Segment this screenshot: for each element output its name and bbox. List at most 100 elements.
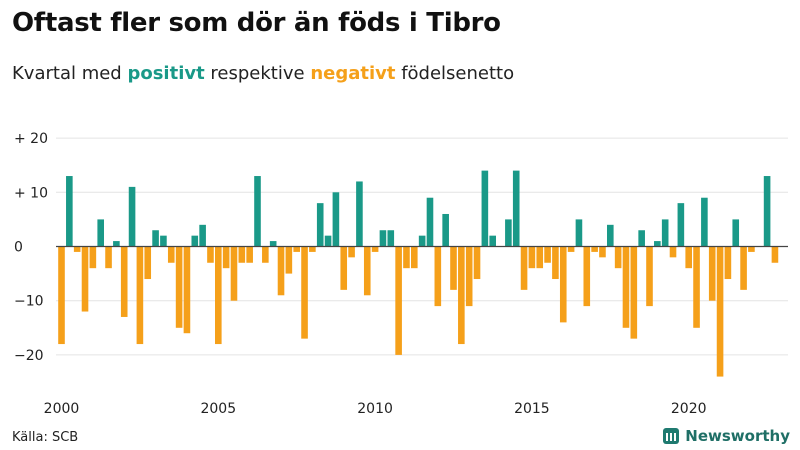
bar: [81, 246, 89, 312]
bar: [152, 230, 159, 247]
y-tick-label: + 10: [14, 185, 48, 201]
newsworthy-logo-icon: [663, 428, 680, 444]
bar: [536, 246, 544, 269]
bar: [771, 246, 779, 263]
bar: [630, 246, 638, 339]
bar: [199, 224, 206, 247]
bar: [654, 241, 661, 247]
bar: [191, 235, 199, 247]
bar: [505, 219, 512, 247]
bar-chart: + 20 + 10 0 −10 −20 2000 2005 2010 2015 2020: [14, 131, 788, 417]
bar: [599, 246, 606, 258]
bar: [465, 246, 473, 307]
brand-name: Newsworthy: [685, 427, 790, 445]
subtitle-text-3: födelsenetto: [395, 63, 515, 84]
bar: [426, 197, 434, 247]
bar: [646, 246, 653, 307]
x-tick-label: 2005: [200, 401, 236, 417]
bar: [254, 176, 261, 247]
bar: [89, 246, 97, 269]
bar: [418, 235, 426, 247]
bar: [622, 246, 630, 328]
chart-bars: [58, 170, 779, 377]
bar: [559, 246, 567, 323]
subtitle-negative: negativt: [310, 63, 396, 84]
x-tick-label: 2020: [671, 401, 707, 417]
bar: [113, 241, 120, 247]
bar: [301, 246, 308, 339]
bar: [160, 235, 167, 247]
x-tick-label: 2010: [357, 401, 393, 417]
bar: [183, 246, 191, 334]
bar: [677, 203, 685, 247]
bar: [583, 246, 591, 307]
bar: [724, 246, 732, 280]
bar: [269, 241, 277, 247]
bar: [740, 246, 747, 290]
bar: [748, 246, 755, 252]
bar: [105, 246, 112, 269]
bar: [661, 219, 669, 247]
bar: [222, 246, 230, 269]
bar: [716, 246, 724, 377]
bar: [395, 246, 402, 355]
bar: [379, 230, 387, 247]
bar: [277, 246, 285, 296]
bar: [207, 246, 214, 263]
bar: [434, 246, 442, 307]
bar: [97, 219, 104, 247]
bar: [693, 246, 700, 328]
bar: [324, 235, 332, 247]
bar: [450, 246, 457, 290]
bar: [175, 246, 183, 328]
bar: [473, 246, 481, 280]
y-tick-label: 0: [14, 240, 23, 256]
bar: [614, 246, 622, 269]
bar: [136, 246, 144, 345]
bar: [512, 170, 520, 247]
bar: [591, 246, 598, 252]
bar: [262, 246, 269, 263]
chart-title: Oftast fler som dör än föds i Tibro: [12, 8, 501, 38]
bar: [356, 181, 363, 247]
chart-grid: + 20 + 10 0 −10 −20: [14, 131, 788, 364]
bar: [128, 186, 136, 247]
bar: [167, 246, 175, 263]
subtitle-text-1: Kvartal med: [12, 63, 128, 84]
bar: [144, 246, 152, 280]
bar: [73, 246, 81, 252]
bar: [575, 219, 583, 247]
y-tick-label: −10: [14, 294, 44, 310]
bar: [215, 246, 222, 345]
bar: [685, 246, 692, 269]
bar: [246, 246, 253, 263]
bar: [316, 203, 324, 247]
bar: [387, 230, 395, 247]
x-tick-label: 2015: [514, 401, 550, 417]
bar: [66, 176, 73, 247]
x-tick-label: 2000: [44, 401, 80, 417]
bar: [340, 246, 348, 290]
bar: [567, 246, 575, 252]
bar: [520, 246, 528, 290]
bar: [285, 246, 293, 274]
bar: [489, 235, 496, 247]
bar: [411, 246, 418, 269]
bar: [230, 246, 238, 301]
bar: [708, 246, 716, 301]
bar: [371, 246, 379, 252]
bar: [293, 246, 300, 252]
bar: [481, 170, 489, 247]
bar: [544, 246, 551, 263]
bar: [120, 246, 128, 317]
bar: [458, 246, 465, 345]
bar: [638, 230, 645, 247]
bar: [763, 176, 771, 247]
brand-logo[interactable]: Newsworthy: [663, 427, 790, 445]
bar: [363, 246, 371, 296]
bar: [669, 246, 677, 258]
bar: [238, 246, 246, 263]
bar: [701, 197, 708, 247]
bar: [332, 192, 340, 247]
subtitle-text-2: respektive: [204, 63, 311, 84]
